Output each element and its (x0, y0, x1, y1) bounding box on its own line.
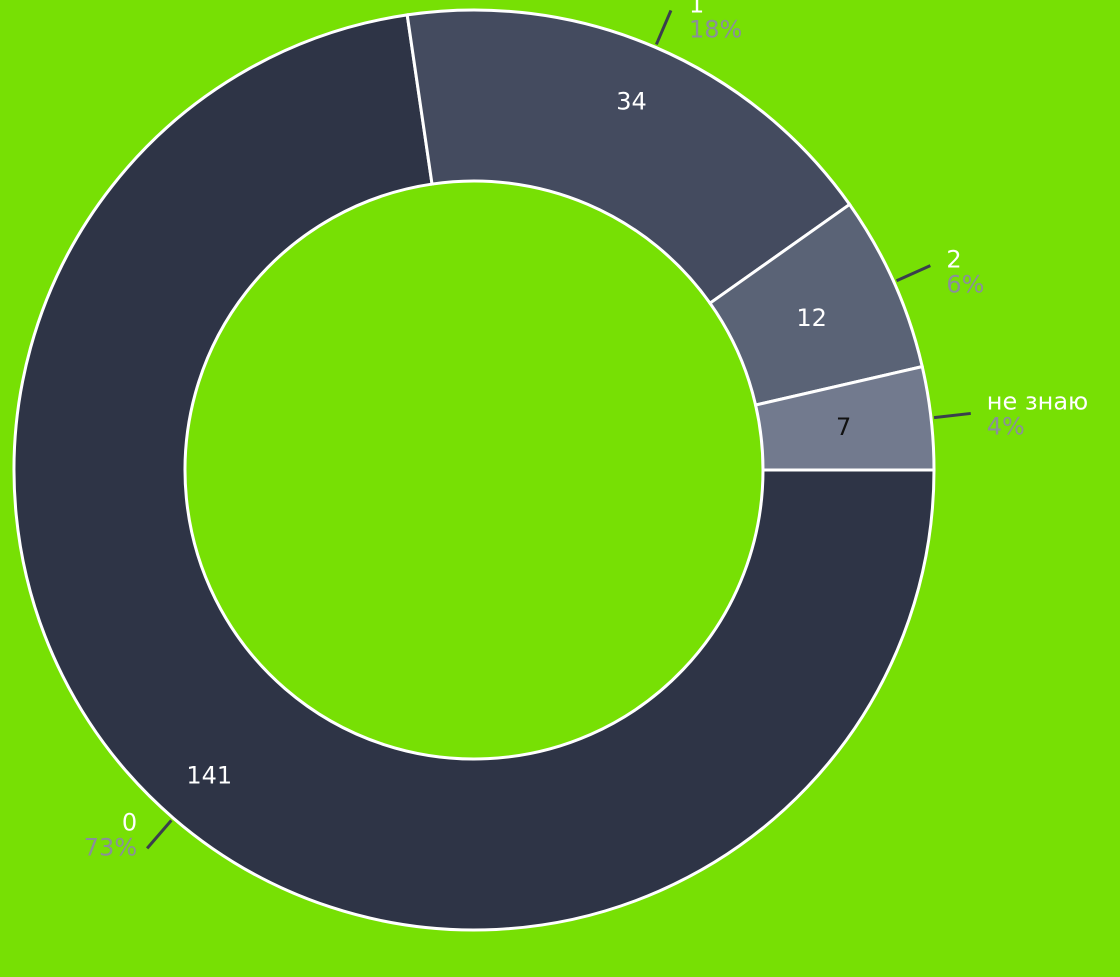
percent-label-0-0: 73% (84, 833, 137, 861)
category-label-other-3: не знаю (987, 387, 1088, 415)
percent-label-1-1: 18% (689, 15, 742, 43)
leader-line-2-2 (895, 264, 931, 283)
category-label-1-1: 1 (689, 0, 704, 18)
value-labels-group: 141 34 12 7 (186, 87, 851, 789)
leader-line-1-1 (654, 9, 673, 46)
value-label-0-0: 141 (186, 761, 232, 789)
leader-line-0-0 (145, 819, 173, 850)
percent-label-2-2: 6% (946, 271, 984, 299)
slice-1-1 (405, 8, 852, 306)
slices-group (12, 8, 936, 932)
value-label-2-2: 12 (796, 304, 827, 332)
value-label-other-3: 7 (836, 413, 851, 441)
leader-line-other-3 (933, 411, 971, 420)
percent-label-other-3: 4% (987, 412, 1025, 440)
slice-other-3 (753, 364, 936, 472)
value-label-1-1: 34 (616, 87, 647, 115)
slice-0-0 (12, 13, 936, 932)
category-label-2-2: 2 (946, 246, 961, 274)
leader-lines-group (145, 9, 971, 850)
category-label-0-0: 0 (122, 808, 137, 836)
